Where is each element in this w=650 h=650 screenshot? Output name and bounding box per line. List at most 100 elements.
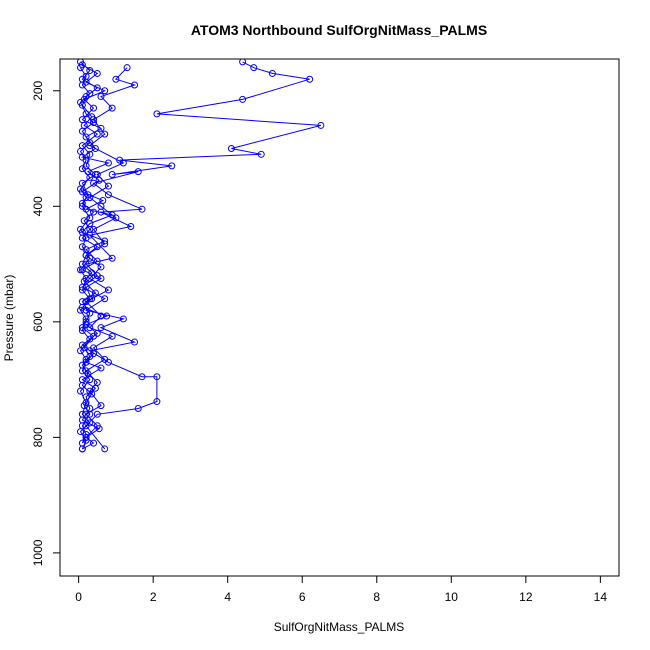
x-tick-label: 10 — [445, 590, 459, 604]
data-point — [86, 387, 94, 395]
data-point — [82, 367, 90, 375]
y-tick-label: 600 — [31, 312, 45, 332]
data-point — [80, 217, 88, 225]
data-point — [82, 260, 90, 268]
x-tick-label: 4 — [224, 590, 231, 604]
data-point — [97, 402, 105, 410]
y-tick-label: 200 — [31, 80, 45, 100]
data-point — [76, 59, 84, 66]
data-point — [123, 64, 131, 72]
data-point — [90, 344, 98, 352]
data-point — [97, 364, 105, 372]
data-point — [108, 254, 116, 262]
x-axis-label: SulfOrgNitMass_PALMS — [274, 620, 404, 634]
data-point — [97, 263, 105, 271]
data-point — [153, 398, 161, 406]
data-point — [134, 404, 142, 412]
y-tick-label: 1000 — [31, 539, 45, 566]
data-point — [82, 306, 90, 314]
y-tick-label: 800 — [31, 427, 45, 447]
data-point — [78, 445, 86, 453]
x-tick-label: 0 — [75, 590, 82, 604]
series-line — [81, 61, 322, 450]
data-point — [108, 104, 116, 112]
data-point — [78, 142, 86, 150]
data-point — [86, 67, 94, 75]
data-point — [78, 101, 86, 109]
data-point — [168, 162, 176, 170]
data-point — [131, 338, 139, 346]
data-point — [239, 59, 247, 66]
plot-frame — [59, 58, 620, 577]
x-tick-label: 14 — [594, 590, 608, 604]
data-point — [131, 81, 139, 89]
data-point — [127, 223, 135, 231]
data-point — [86, 150, 94, 158]
data-point — [93, 378, 101, 386]
data-point — [86, 324, 94, 332]
data-point — [101, 355, 109, 363]
series-line — [80, 61, 99, 444]
data-point — [80, 344, 88, 352]
data-point — [91, 145, 99, 153]
data-point — [78, 188, 86, 196]
data-point — [104, 182, 112, 190]
data-point — [90, 104, 98, 112]
data-point — [227, 145, 235, 153]
data-point — [82, 410, 90, 418]
data-point — [101, 295, 109, 303]
data-point — [82, 433, 90, 441]
data-point — [91, 289, 99, 297]
data-point — [78, 75, 86, 83]
data-point — [138, 205, 146, 213]
data-point — [108, 332, 116, 340]
data-point — [93, 272, 101, 280]
series-line — [85, 67, 137, 438]
data-point — [82, 422, 90, 430]
data-point — [93, 422, 101, 430]
data-point — [90, 225, 98, 233]
data-point — [104, 286, 112, 294]
data-point — [78, 199, 86, 207]
data-point — [90, 208, 98, 216]
data-point — [86, 275, 94, 283]
data-point — [257, 150, 265, 158]
data-point — [239, 95, 247, 103]
data-point — [86, 142, 94, 150]
chart-title: ATOM3 Northbound SulfOrgNitMass_PALMS — [191, 22, 487, 38]
data-point — [80, 402, 88, 410]
data-point — [112, 214, 120, 222]
x-tick-label: 8 — [373, 590, 380, 604]
data-point — [97, 312, 105, 320]
data-point — [153, 110, 161, 118]
data-point — [90, 179, 98, 187]
data-point — [101, 130, 109, 138]
data-point — [78, 298, 86, 306]
data-point — [97, 124, 105, 132]
data-point — [78, 324, 86, 332]
data-point — [108, 171, 116, 179]
plot-area — [76, 59, 325, 453]
data-point — [138, 373, 146, 381]
data-point — [104, 159, 112, 167]
data-point — [80, 121, 88, 129]
data-point — [93, 130, 101, 138]
data-point — [97, 202, 105, 210]
data-point — [78, 260, 86, 268]
data-point — [317, 121, 325, 129]
data-point — [101, 240, 109, 248]
x-axis: 0 2 4 6 8 10 12 14 — [75, 575, 608, 604]
x-tick-label: 2 — [150, 590, 157, 604]
data-point — [153, 373, 161, 381]
data-point — [78, 153, 86, 161]
data-point — [78, 234, 86, 242]
data-point — [82, 318, 90, 326]
data-point — [104, 191, 112, 199]
data-point — [82, 133, 90, 141]
data-point — [78, 361, 86, 369]
data-point — [119, 159, 127, 167]
data-point — [93, 69, 101, 77]
data-point — [250, 64, 258, 72]
data-point — [93, 84, 101, 92]
